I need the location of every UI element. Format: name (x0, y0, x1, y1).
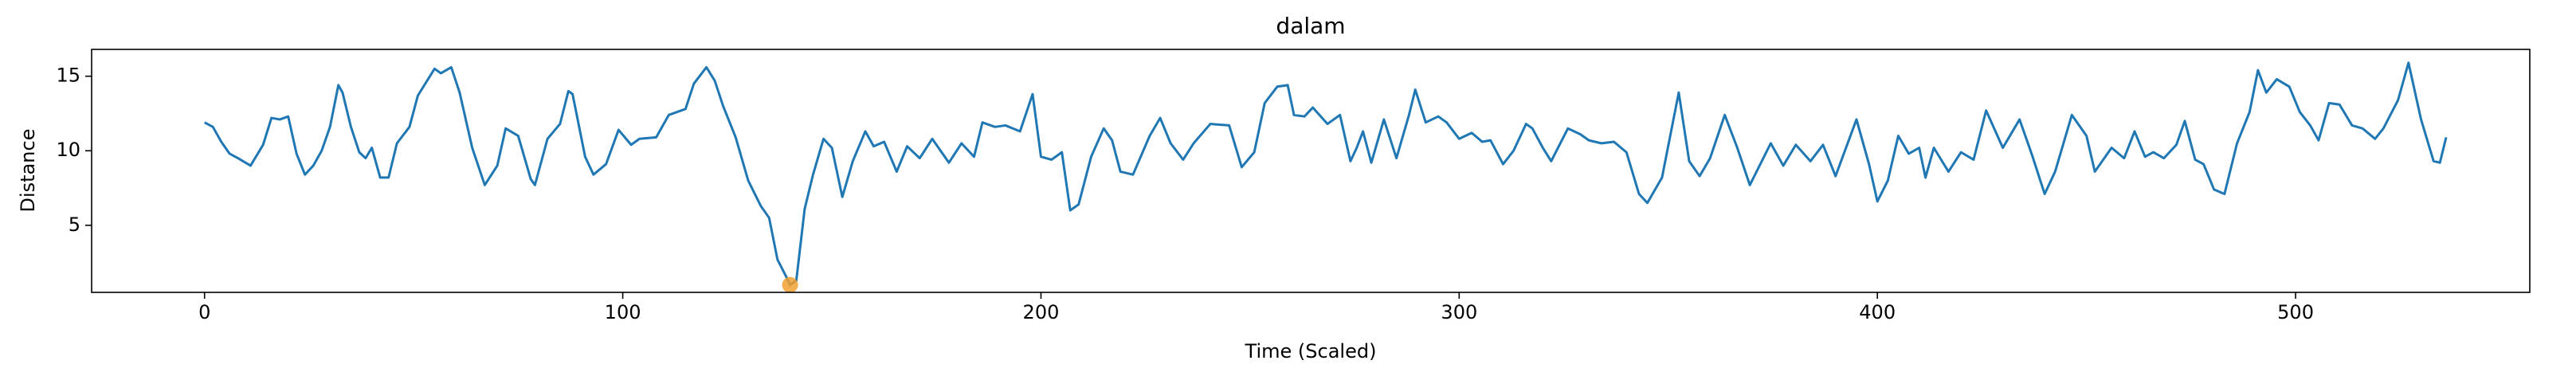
x-tick-label: 200 (1023, 301, 1060, 323)
y-tick-label: 15 (56, 65, 80, 87)
axes-frame (91, 49, 2531, 293)
data-line (204, 61, 2448, 287)
x-tick-label: 0 (198, 301, 210, 323)
chart-title: dalam (1276, 13, 1345, 39)
highlight-point (782, 276, 798, 293)
x-axis-label: Time (Scaled) (1245, 340, 1377, 362)
x-tick-label: 400 (1859, 301, 1896, 323)
x-tick-label: 500 (2277, 301, 2314, 323)
y-tick-label: 5 (69, 214, 80, 236)
y-tick-label: 10 (56, 139, 80, 161)
x-tick-label: 100 (605, 301, 641, 323)
x-tick-label: 300 (1441, 301, 1477, 323)
y-axis-label: Distance (17, 129, 39, 213)
